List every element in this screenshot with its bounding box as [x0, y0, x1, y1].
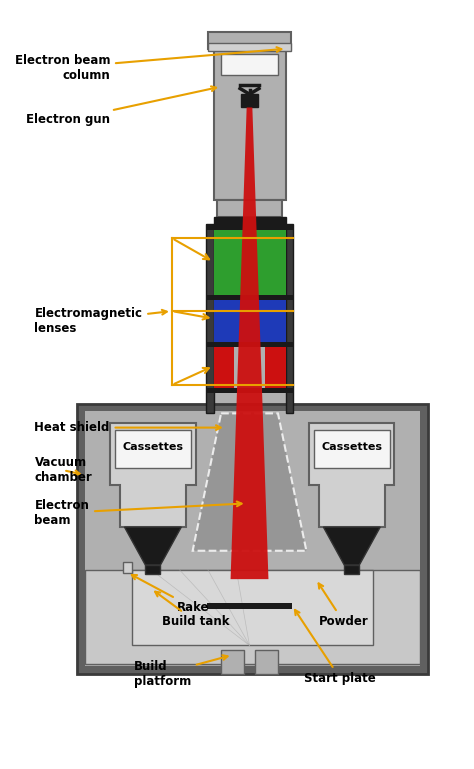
Bar [206, 342, 293, 347]
Text: Powder: Powder [319, 584, 368, 628]
Bar [217, 200, 282, 218]
Text: Cassettes: Cassettes [122, 441, 183, 451]
Polygon shape [125, 527, 182, 565]
Bar [213, 300, 285, 342]
Bar [206, 295, 293, 300]
Bar [213, 224, 285, 414]
Polygon shape [192, 414, 306, 551]
Bar [221, 651, 244, 674]
Text: Heat shield: Heat shield [35, 421, 221, 434]
Bar [285, 224, 293, 414]
Bar [132, 570, 373, 645]
Bar [241, 94, 258, 108]
Bar [213, 218, 285, 225]
Text: Build tank: Build tank [155, 591, 230, 628]
Polygon shape [323, 527, 380, 565]
Bar [255, 651, 278, 674]
Bar [206, 224, 213, 414]
Text: Electron gun: Electron gun [26, 86, 216, 126]
Bar [146, 565, 161, 574]
Text: Electron beam
column: Electron beam column [15, 47, 282, 82]
Bar [213, 48, 285, 200]
Bar [77, 404, 428, 674]
Bar [213, 230, 285, 295]
Bar [213, 347, 234, 388]
Text: Electron
beam: Electron beam [35, 499, 242, 527]
Bar [115, 431, 191, 468]
Bar [207, 603, 292, 608]
Polygon shape [230, 108, 268, 579]
Bar [344, 565, 359, 574]
Bar [221, 55, 278, 75]
Polygon shape [110, 423, 195, 527]
Bar [123, 562, 132, 574]
Bar [85, 411, 420, 666]
Text: Electromagnetic
lenses: Electromagnetic lenses [35, 307, 167, 335]
Text: Build
platform: Build platform [134, 655, 228, 688]
Bar [264, 347, 285, 388]
Bar [208, 43, 291, 51]
Text: Start plate: Start plate [295, 610, 376, 685]
Bar [208, 32, 291, 48]
Text: Rake: Rake [132, 575, 209, 614]
Bar [206, 388, 293, 392]
Bar [314, 431, 390, 468]
Bar [85, 570, 420, 664]
Bar [206, 224, 293, 230]
Text: Cassettes: Cassettes [321, 441, 383, 451]
Text: Vacuum
chamber: Vacuum chamber [35, 456, 92, 484]
Polygon shape [309, 423, 394, 527]
